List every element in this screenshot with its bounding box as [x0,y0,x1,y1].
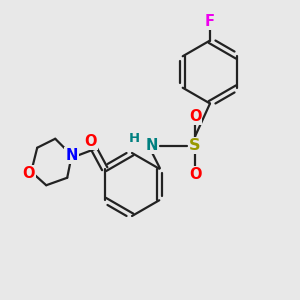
Text: O: O [189,167,201,182]
Text: H: H [128,132,140,146]
Text: F: F [205,14,215,28]
Text: S: S [189,138,201,153]
Text: N: N [145,138,158,153]
Text: N: N [65,148,78,163]
Text: O: O [84,134,97,149]
Text: O: O [189,109,201,124]
Text: O: O [22,166,34,181]
